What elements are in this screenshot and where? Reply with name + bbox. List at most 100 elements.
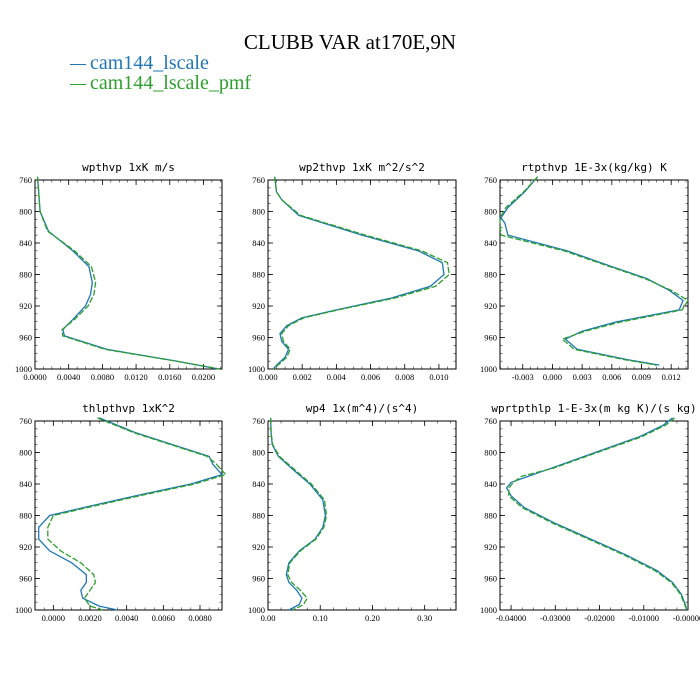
xtick-label-0-3: 0.0120 <box>124 372 147 382</box>
series-line-1-1 <box>272 176 450 370</box>
ytick-label-4-4: 920 <box>252 542 265 552</box>
ytick-label-1-6: 1000 <box>248 364 265 374</box>
ytick-label-4-3: 880 <box>252 511 265 521</box>
ytick-label-4-6: 1000 <box>248 605 265 615</box>
ytick-label-0-6: 1000 <box>15 364 32 374</box>
xtick-label-1-0: 0.000 <box>258 372 277 382</box>
ytick-label-3-1: 800 <box>19 448 32 458</box>
panel-title-4: wp4 1x(m^4)/(s^4) <box>306 402 419 415</box>
ytick-label-3-2: 840 <box>19 479 32 489</box>
ytick-label-4-5: 960 <box>252 574 265 584</box>
ytick-label-2-5: 960 <box>484 333 497 343</box>
series-line-5-0 <box>505 417 688 611</box>
xtick-label-5-0: -0.04000 <box>496 613 526 623</box>
ytick-label-2-3: 880 <box>484 270 497 280</box>
xtick-label-4-2: 0.20 <box>365 613 380 623</box>
panel-frame-2 <box>499 179 689 370</box>
ytick-label-5-6: 1000 <box>480 605 497 615</box>
ytick-label-3-3: 880 <box>19 511 32 521</box>
xtick-label-1-4: 0.008 <box>395 372 414 382</box>
xtick-label-2-1: 0.000 <box>543 372 562 382</box>
series-line-3-1 <box>47 417 227 611</box>
ytick-label-1-5: 960 <box>252 333 265 343</box>
xtick-label-0-2: 0.0080 <box>91 372 114 382</box>
xtick-label-3-0: 0.0000 <box>42 613 65 623</box>
ytick-label-2-1: 800 <box>484 207 497 217</box>
ytick-label-2-2: 840 <box>484 238 497 248</box>
series-line-3-0 <box>38 417 224 611</box>
ytick-label-2-0: 760 <box>484 175 497 185</box>
ytick-label-4-2: 840 <box>252 479 265 489</box>
ytick-label-0-1: 800 <box>19 207 32 217</box>
xtick-label-3-3: 0.0060 <box>152 613 175 623</box>
legend-swatch-0 <box>70 63 86 65</box>
series-line-2-1 <box>499 176 689 366</box>
xtick-label-1-5: 0.010 <box>429 372 448 382</box>
ytick-label-1-2: 840 <box>252 238 265 248</box>
series-line-2-0 <box>500 176 684 366</box>
panel-title-2: rtpthvp 1E-3x(kg/kg) K <box>521 161 667 174</box>
xtick-label-2-2: 0.003 <box>573 372 592 382</box>
figure-title: CLUBB VAR at170E,9N <box>243 30 457 54</box>
ytick-label-5-5: 960 <box>484 574 497 584</box>
series-line-0-0 <box>36 176 219 370</box>
xtick-label-0-0: 0.0000 <box>23 372 46 382</box>
panel-frame-4 <box>267 420 457 611</box>
xtick-label-1-3: 0.006 <box>361 372 380 382</box>
xtick-label-0-1: 0.0040 <box>57 372 80 382</box>
ytick-label-5-3: 880 <box>484 511 497 521</box>
ytick-label-1-3: 880 <box>252 270 265 280</box>
xtick-label-4-1: 0.10 <box>313 613 328 623</box>
panel-frame-3 <box>34 420 223 611</box>
xtick-label-0-5: 0.0200 <box>192 372 215 382</box>
xtick-label-5-3: -0.01000 <box>629 613 659 623</box>
ytick-label-2-6: 1000 <box>480 364 497 374</box>
ytick-label-5-2: 840 <box>484 479 497 489</box>
panel-title-3: thlpthvp 1xK^2 <box>82 402 175 415</box>
ytick-label-0-2: 840 <box>19 238 32 248</box>
ytick-label-4-1: 800 <box>252 448 265 458</box>
ytick-label-3-5: 960 <box>19 574 32 584</box>
series-line-0-1 <box>36 176 220 370</box>
xtick-label-3-1: 0.0020 <box>78 613 101 623</box>
xtick-label-2-4: 0.009 <box>632 372 651 382</box>
ytick-label-0-4: 920 <box>19 301 32 311</box>
series-line-1-0 <box>272 176 445 370</box>
panel-frame-1 <box>267 179 457 370</box>
panel-title-5: wprtpthlp 1-E-3x(m kg K)/(s kg) <box>491 402 696 415</box>
xtick-label-1-1: 0.002 <box>293 372 312 382</box>
ytick-label-3-0: 760 <box>19 416 32 426</box>
ytick-label-5-1: 800 <box>484 448 497 458</box>
ytick-label-0-5: 960 <box>19 333 32 343</box>
series-line-4-1 <box>269 417 328 611</box>
legend-label-1: cam144_lscale_pmf <box>90 72 252 94</box>
panel-title-0: wpthvp 1xK m/s <box>82 161 175 174</box>
panel-title-1: wp2thvp 1xK m^2/s^2 <box>299 161 425 174</box>
xtick-label-4-3: 0.30 <box>417 613 432 623</box>
xtick-label-1-2: 0.004 <box>327 372 347 382</box>
ytick-label-3-4: 920 <box>19 542 32 552</box>
ytick-label-5-0: 760 <box>484 416 497 426</box>
ytick-label-1-1: 800 <box>252 207 265 217</box>
xtick-label-2-0: -0.003 <box>512 372 534 382</box>
xtick-label-2-3: 0.006 <box>602 372 621 382</box>
ytick-label-0-0: 760 <box>19 175 32 185</box>
ytick-label-0-3: 880 <box>19 270 32 280</box>
ytick-label-4-0: 760 <box>252 416 265 426</box>
xtick-label-5-1: -0.03000 <box>540 613 570 623</box>
xtick-label-3-2: 0.0040 <box>115 613 138 623</box>
ytick-label-3-6: 1000 <box>15 605 32 615</box>
panel-frame-5 <box>499 420 689 611</box>
xtick-label-4-0: 0.00 <box>261 613 276 623</box>
series-line-4-0 <box>269 417 327 611</box>
xtick-label-2-5: 0.012 <box>662 372 681 382</box>
legend-item-1: cam144_lscale_pmf <box>70 72 251 95</box>
xtick-label-5-2: -0.02000 <box>584 613 614 623</box>
ytick-label-1-4: 920 <box>252 301 265 311</box>
ytick-label-2-4: 920 <box>484 301 497 311</box>
legend-swatch-1 <box>70 83 86 85</box>
legend-label-0: cam144_lscale <box>90 52 209 74</box>
ytick-label-5-4: 920 <box>484 542 497 552</box>
